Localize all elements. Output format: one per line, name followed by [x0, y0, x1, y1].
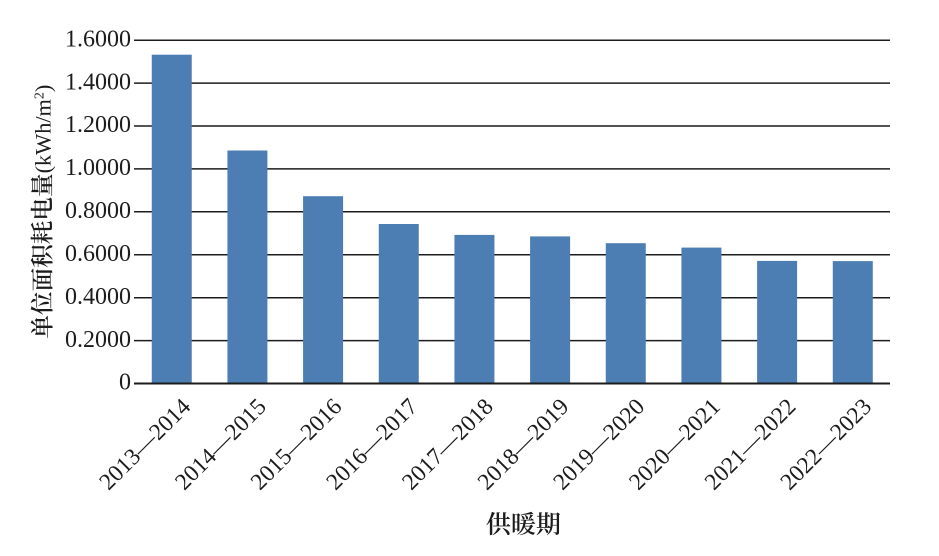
svg-text:(kWh/m2): (kWh/m2) — [31, 85, 56, 174]
svg-text:0.8000: 0.8000 — [65, 198, 131, 224]
svg-text:0: 0 — [119, 370, 131, 396]
svg-text:1.4000: 1.4000 — [65, 69, 131, 95]
svg-text:1.0000: 1.0000 — [65, 155, 131, 181]
svg-text:0.4000: 0.4000 — [65, 284, 131, 310]
svg-text:1.2000: 1.2000 — [65, 112, 131, 138]
svg-text:0.6000: 0.6000 — [65, 241, 131, 267]
svg-text:0.2000: 0.2000 — [65, 327, 131, 353]
svg-text:1.6000: 1.6000 — [65, 26, 131, 52]
